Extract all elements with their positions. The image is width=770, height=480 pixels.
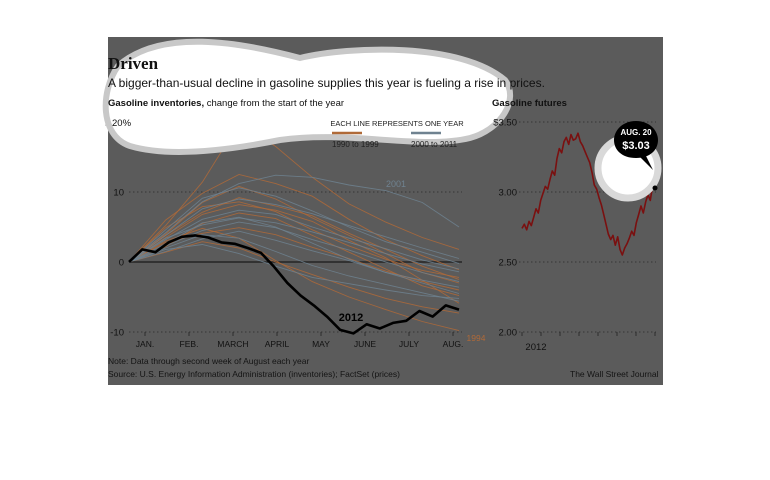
- annotation-2001: 2001: [386, 179, 406, 189]
- y-tick-label: 0: [119, 258, 124, 269]
- annotation-1994: 1994: [467, 333, 486, 343]
- callout-value: $3.03: [622, 140, 650, 152]
- year-line-13: [128, 234, 460, 302]
- chart-subtitle: A bigger-than-usual decline in gasoline …: [108, 76, 545, 90]
- year-line-18: [128, 187, 460, 264]
- y-tick-label: 10: [113, 188, 124, 199]
- year-line-20: [128, 217, 460, 273]
- year-line-5: [128, 174, 460, 271]
- inventories-label-bold: Gasoline inventories,: [108, 98, 205, 109]
- futures-y-tick-label: $3.50: [493, 118, 517, 129]
- year-line-17: [128, 221, 460, 283]
- y-tick-label: -10: [110, 328, 124, 339]
- x-tick-label: APRIL: [265, 339, 290, 349]
- futures-last-point: [652, 185, 658, 191]
- legend-header: EACH LINE REPRESENTS ONE YEAR: [330, 119, 464, 128]
- annotation-2012: 2012: [339, 312, 363, 324]
- x-tick-label: JAN.: [136, 339, 154, 349]
- futures-line: [521, 132, 656, 256]
- futures-y-tick-label: 2.00: [499, 328, 518, 339]
- line-2012: [128, 234, 460, 335]
- x-tick-label: JULY: [399, 339, 419, 349]
- year-line-15: [128, 230, 460, 288]
- x-tick-label: MARCH: [217, 339, 248, 349]
- year-line-14: [128, 209, 460, 270]
- x-tick-label: MAY: [312, 339, 330, 349]
- credit-line: The Wall Street Journal: [570, 369, 659, 379]
- year-line-1: [128, 204, 460, 304]
- callout-bubble: [614, 121, 658, 170]
- callout-date: AUG. 20: [620, 128, 652, 137]
- year-line-12: [128, 174, 460, 263]
- chart-title: Driven: [108, 54, 159, 73]
- inventories-label-rest: change from the start of the year: [204, 98, 345, 109]
- x-tick-label: JUNE: [354, 339, 377, 349]
- inventories-label: Gasoline inventories, change from the st…: [108, 98, 344, 109]
- year-line-11: [128, 216, 460, 294]
- y-tick-label-top: 20%: [112, 118, 132, 129]
- x-tick-label: AUG.: [443, 339, 464, 349]
- legend-label-2000s: 2000 to 2011: [411, 140, 458, 149]
- year-line-2: [128, 122, 460, 263]
- x-tick-label: FEB.: [180, 339, 199, 349]
- year-line-16: [128, 198, 460, 263]
- futures-y-tick-label: 3.00: [499, 188, 518, 199]
- year-line-6: [128, 212, 460, 297]
- year-line-7: [128, 197, 460, 280]
- source-line: Source: U.S. Energy Information Administ…: [108, 369, 400, 379]
- footnote: Note: Data through second week of August…: [108, 356, 310, 366]
- year-line-3: [128, 185, 460, 284]
- legend-label-1990s: 1990 to 1999: [332, 140, 379, 149]
- highlight-blob: [102, 38, 513, 155]
- year-line-19: [128, 244, 460, 299]
- futures-label: Gasoline futures: [492, 98, 567, 109]
- futures-x-tick-label: 2012: [525, 342, 546, 353]
- futures-y-tick-label: 2.50: [499, 258, 518, 269]
